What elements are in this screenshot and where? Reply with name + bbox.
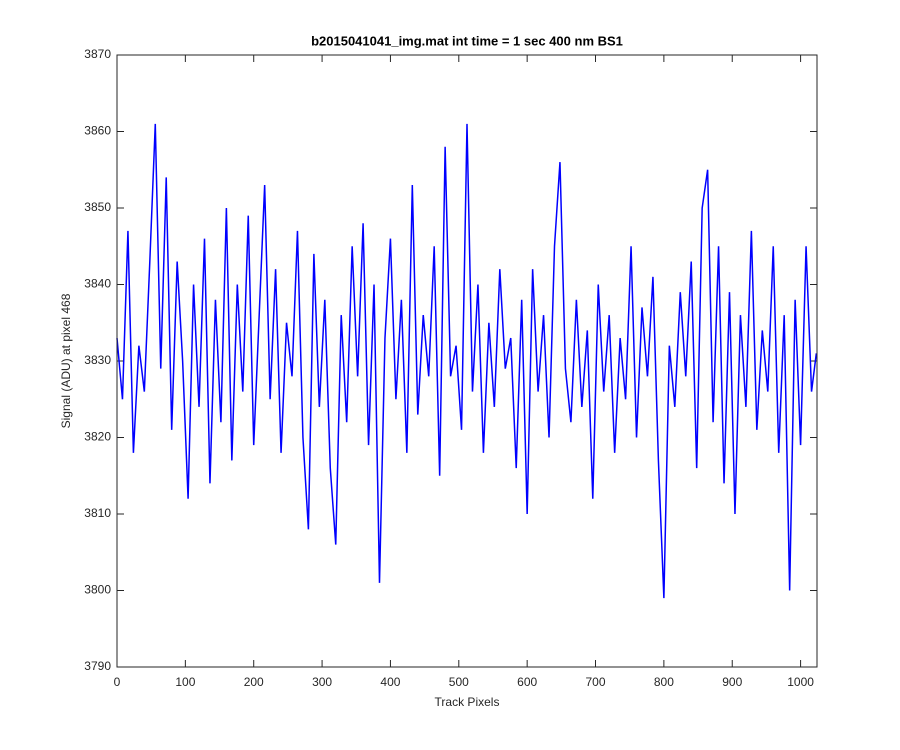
plot-frame xyxy=(116,54,818,668)
y-tick-label: 3850 xyxy=(84,200,111,214)
data-line xyxy=(116,123,818,599)
y-tick-label: 3840 xyxy=(84,277,111,291)
x-tick-label: 1000 xyxy=(787,675,814,689)
x-tick-label: 500 xyxy=(449,675,469,689)
x-tick-label: 700 xyxy=(586,675,606,689)
y-tick-label: 3870 xyxy=(84,47,111,61)
y-tick-label: 3830 xyxy=(84,353,111,367)
x-tick-label: 300 xyxy=(312,675,332,689)
y-tick-label: 3800 xyxy=(84,583,111,597)
x-tick-label: 900 xyxy=(722,675,742,689)
y-tick-label: 3860 xyxy=(84,124,111,138)
y-tick-label: 3790 xyxy=(84,659,111,673)
x-tick-label: 200 xyxy=(244,675,264,689)
x-tick-label: 400 xyxy=(380,675,400,689)
x-tick-label: 100 xyxy=(175,675,195,689)
x-axis-label: Track Pixels xyxy=(435,695,500,709)
x-tick-label: 0 xyxy=(114,675,121,689)
x-tick-label: 600 xyxy=(517,675,537,689)
y-tick-label: 3810 xyxy=(84,506,111,520)
chart-title: b2015041041_img.mat int time = 1 sec 400… xyxy=(311,33,623,48)
y-axis-label: Signal (ADU) at pixel 468 xyxy=(59,293,73,428)
x-tick-label: 800 xyxy=(654,675,674,689)
y-tick-label: 3820 xyxy=(84,430,111,444)
